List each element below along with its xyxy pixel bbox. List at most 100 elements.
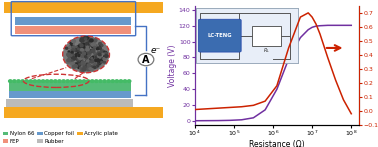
Circle shape	[105, 55, 108, 57]
Circle shape	[90, 41, 94, 44]
Circle shape	[54, 80, 57, 82]
Circle shape	[79, 64, 81, 65]
Circle shape	[80, 48, 84, 51]
Circle shape	[78, 46, 81, 48]
Circle shape	[88, 52, 91, 55]
Circle shape	[72, 63, 74, 65]
Circle shape	[13, 80, 16, 82]
Circle shape	[87, 38, 88, 40]
Circle shape	[95, 56, 98, 58]
Circle shape	[91, 43, 96, 46]
Bar	[4, 107, 163, 118]
Circle shape	[80, 64, 84, 67]
Circle shape	[78, 55, 81, 56]
Circle shape	[85, 38, 88, 40]
Circle shape	[77, 48, 79, 49]
Circle shape	[93, 46, 95, 48]
Circle shape	[81, 68, 84, 71]
Circle shape	[87, 37, 90, 40]
Circle shape	[91, 43, 95, 46]
Circle shape	[91, 66, 93, 67]
Circle shape	[93, 41, 96, 44]
X-axis label: Resistance (Ω): Resistance (Ω)	[249, 140, 305, 147]
Circle shape	[81, 61, 84, 64]
Circle shape	[77, 58, 81, 62]
Circle shape	[67, 59, 71, 62]
Circle shape	[50, 80, 53, 82]
Circle shape	[93, 66, 96, 69]
Circle shape	[69, 46, 73, 49]
Circle shape	[71, 49, 75, 52]
Circle shape	[98, 57, 100, 58]
Circle shape	[92, 45, 95, 47]
Circle shape	[80, 38, 84, 41]
Circle shape	[76, 46, 79, 49]
Circle shape	[92, 39, 95, 42]
Circle shape	[70, 45, 72, 47]
Circle shape	[81, 52, 85, 55]
Circle shape	[97, 47, 99, 49]
Circle shape	[98, 53, 101, 56]
Circle shape	[88, 39, 91, 42]
Circle shape	[76, 46, 77, 47]
Circle shape	[94, 46, 96, 48]
Circle shape	[91, 80, 94, 82]
Circle shape	[81, 61, 84, 63]
Circle shape	[90, 58, 91, 60]
Circle shape	[86, 60, 89, 62]
Circle shape	[72, 52, 74, 54]
Circle shape	[68, 51, 70, 52]
Circle shape	[82, 43, 85, 45]
Circle shape	[72, 40, 76, 43]
Circle shape	[82, 39, 87, 42]
Circle shape	[98, 44, 99, 46]
Circle shape	[82, 51, 86, 54]
Circle shape	[80, 52, 82, 54]
Circle shape	[88, 65, 90, 67]
Circle shape	[101, 61, 102, 62]
Circle shape	[37, 80, 41, 82]
Circle shape	[93, 64, 97, 67]
Circle shape	[93, 48, 95, 49]
Circle shape	[82, 55, 84, 57]
Circle shape	[71, 56, 74, 59]
Circle shape	[70, 55, 72, 56]
Circle shape	[97, 46, 100, 49]
Circle shape	[90, 49, 93, 52]
Circle shape	[81, 46, 85, 48]
Circle shape	[90, 39, 93, 42]
Circle shape	[102, 53, 104, 55]
Circle shape	[74, 65, 77, 67]
Circle shape	[91, 58, 93, 59]
Circle shape	[29, 80, 33, 82]
Circle shape	[89, 67, 91, 69]
Circle shape	[58, 80, 61, 82]
Circle shape	[79, 44, 81, 45]
Circle shape	[98, 55, 99, 56]
Circle shape	[100, 56, 102, 58]
Circle shape	[70, 45, 73, 47]
Circle shape	[103, 80, 106, 82]
Circle shape	[85, 59, 88, 60]
Circle shape	[69, 46, 71, 47]
Circle shape	[78, 80, 82, 82]
Circle shape	[82, 52, 85, 55]
Circle shape	[86, 48, 89, 51]
Circle shape	[85, 46, 87, 47]
Circle shape	[87, 64, 91, 67]
Circle shape	[138, 53, 154, 66]
Circle shape	[72, 46, 75, 48]
Circle shape	[71, 62, 74, 65]
Circle shape	[100, 51, 102, 52]
Circle shape	[77, 48, 79, 50]
Circle shape	[74, 58, 76, 60]
Circle shape	[127, 80, 131, 82]
Circle shape	[101, 50, 104, 53]
Circle shape	[81, 62, 85, 65]
Circle shape	[78, 54, 82, 57]
Circle shape	[80, 51, 82, 52]
Circle shape	[84, 43, 87, 45]
Circle shape	[111, 80, 115, 82]
Circle shape	[88, 39, 91, 41]
Text: A: A	[142, 55, 150, 65]
